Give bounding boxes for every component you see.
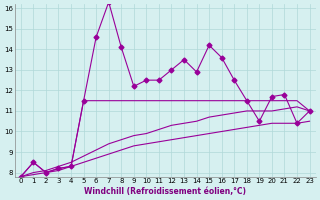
X-axis label: Windchill (Refroidissement éolien,°C): Windchill (Refroidissement éolien,°C): [84, 187, 246, 196]
